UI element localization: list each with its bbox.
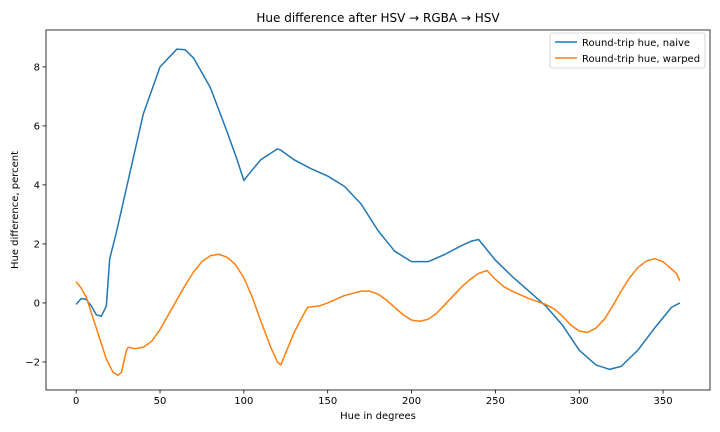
- y-tick-label: 0: [34, 298, 40, 309]
- plot-area: [45, 29, 711, 391]
- x-tick-label: 0: [73, 396, 79, 407]
- series-line-warped: [75, 253, 681, 376]
- x-tick-label: 350: [654, 396, 673, 407]
- y-tick-label: 6: [34, 121, 40, 132]
- legend-box: [549, 32, 706, 69]
- x-axis-label: Hue in degrees: [340, 411, 416, 422]
- x-tick-label: 50: [154, 396, 167, 407]
- y-tick-label: −2: [25, 357, 40, 368]
- legend-label-warped: Round-trip hue, warped: [582, 54, 700, 65]
- x-tick-label: 100: [234, 396, 253, 407]
- x-axis-ticks: 0 50 100 150 200 250 300 350: [73, 390, 673, 407]
- x-tick-label: 150: [318, 396, 337, 407]
- legend-label-naive: Round-trip hue, naive: [582, 38, 690, 49]
- legend: Round-trip hue, naive Round-trip hue, wa…: [549, 32, 706, 69]
- x-tick-label: 300: [570, 396, 589, 407]
- y-tick-label: 4: [34, 180, 40, 191]
- series-line-naive: [75, 48, 681, 371]
- y-axis-label: Hue difference, percent: [10, 151, 21, 269]
- y-tick-label: 8: [34, 62, 40, 73]
- y-tick-label: 2: [34, 239, 40, 250]
- chart-title: Hue difference after HSV → RGBA → HSV: [256, 11, 500, 25]
- x-tick-label: 200: [402, 396, 421, 407]
- x-tick-label: 250: [486, 396, 505, 407]
- series-layer: [75, 48, 681, 376]
- y-axis-ticks: −2 0 2 4 6 8: [25, 62, 46, 368]
